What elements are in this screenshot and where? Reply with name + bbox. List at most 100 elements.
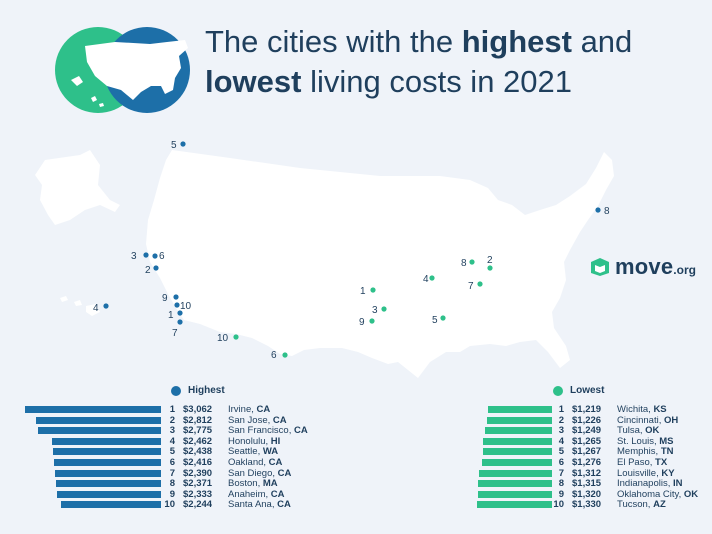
cost-value: $1,226 <box>572 414 602 426</box>
city-label: Tulsa, <box>617 425 646 437</box>
state-code: OK <box>683 488 699 500</box>
state-code: CA <box>277 467 292 479</box>
city-name: Seattle, WA <box>228 445 278 458</box>
rank-number: 6 <box>169 457 175 468</box>
move-box-icon <box>591 258 609 276</box>
city-name: St. Louis, MS <box>617 435 674 448</box>
city-name: Santa Ana, CA <box>228 498 291 511</box>
cost-value: $1,267 <box>572 446 602 458</box>
highest-bar <box>36 416 161 424</box>
highest-marker-label: 2 <box>145 265 151 276</box>
highest-city-marker <box>595 207 601 213</box>
city-label: Tucson, <box>617 499 654 511</box>
highest-marker-label: 10 <box>180 301 192 312</box>
lowest-city-marker <box>477 281 483 287</box>
city-label: Louisville, <box>617 467 662 479</box>
hawaii-shape <box>60 296 100 316</box>
lowest-marker-label: 5 <box>432 315 438 326</box>
city-label: San Jose, <box>228 414 273 426</box>
state-code: KS <box>653 404 667 415</box>
lowest-marker-label: 6 <box>271 350 277 361</box>
rank-number: 8 <box>558 478 564 490</box>
highest-marker-label: 3 <box>131 251 137 262</box>
title-text-2: and <box>571 24 633 59</box>
city-name: Tulsa, OK <box>617 424 659 437</box>
cost-value: $3,062 <box>183 404 213 415</box>
city-name: Oklahoma City, OK <box>617 488 698 501</box>
lowest-bar <box>485 427 552 435</box>
city-name: Oakland, CA <box>228 456 282 469</box>
rank-number: 9 <box>169 488 175 500</box>
brand-name: move <box>615 254 674 279</box>
highest-bar <box>25 406 161 413</box>
rank-number: 3 <box>169 425 175 437</box>
city-label: Indianapolis, <box>617 478 673 490</box>
legend-highest: Highest <box>171 385 225 396</box>
city-label: Anaheim, <box>228 488 271 500</box>
city-label: Santa Ana, <box>228 499 278 511</box>
city-name: Honolulu, HI <box>228 435 280 448</box>
title-text-1: The cities with the <box>205 24 462 59</box>
city-label: St. Louis, <box>617 435 660 447</box>
cost-value: $1,249 <box>572 425 602 437</box>
cost-value: $1,276 <box>572 457 602 468</box>
highest-bar <box>38 427 161 435</box>
rank-number: 5 <box>558 446 564 458</box>
lowest-city-marker <box>233 334 239 340</box>
highest-city-marker <box>173 294 179 300</box>
highest-city-marker <box>103 303 109 309</box>
cost-value: $2,333 <box>183 488 213 500</box>
rank-number: 2 <box>169 414 175 426</box>
highest-bar <box>56 480 161 488</box>
rank-number: 7 <box>558 467 564 479</box>
lowest-marker-label: 10 <box>217 333 229 344</box>
state-code: CA <box>270 488 285 500</box>
highest-marker-label: 1 <box>168 310 174 321</box>
highest-city-marker <box>177 310 183 316</box>
highest-marker-label: 5 <box>171 140 177 151</box>
city-name: Tucson, AZ <box>617 498 666 511</box>
title-bold-lowest: lowest <box>205 64 302 99</box>
rank-number: 7 <box>169 467 175 479</box>
cost-value: $2,462 <box>183 435 213 447</box>
rank-number: 3 <box>558 425 564 437</box>
lowest-bar <box>483 437 552 445</box>
city-label: Memphis, <box>617 446 661 458</box>
cost-value: $2,244 <box>183 499 213 511</box>
highest-marker-label: 6 <box>159 251 165 262</box>
rank-number: 10 <box>164 499 175 511</box>
rank-number: 1 <box>169 404 175 415</box>
lowest-city-marker <box>469 259 475 265</box>
rank-number: 9 <box>558 488 564 500</box>
lowest-bar <box>479 469 552 477</box>
lowest-city-marker <box>282 352 288 358</box>
city-name: San Diego, CA <box>228 467 291 480</box>
state-code: HI <box>270 435 281 447</box>
highest-city-marker <box>152 253 158 259</box>
city-name: Boston, MA <box>228 477 278 490</box>
move-org-logo: move .org <box>589 254 696 280</box>
rank-number: 2 <box>558 414 564 426</box>
state-code: KY <box>661 467 675 479</box>
state-code: CA <box>272 414 287 426</box>
page-title: The cities with the highest and lowest l… <box>205 22 705 102</box>
state-code: AZ <box>653 499 666 511</box>
city-label: El Paso, <box>617 457 656 468</box>
city-label: Boston, <box>228 478 263 490</box>
legend-lowest: Lowest <box>553 385 604 396</box>
city-label: San Diego, <box>228 467 278 479</box>
rank-number: 1 <box>558 404 564 415</box>
cost-value: $1,315 <box>572 478 602 490</box>
lowest-bar <box>487 416 552 424</box>
lowest-marker-label: 3 <box>372 305 378 316</box>
brand-suffix: .org <box>673 263 696 277</box>
rank-number: 10 <box>553 499 564 511</box>
cost-value: $2,371 <box>183 478 213 490</box>
city-label: Oakland, <box>228 457 269 468</box>
highest-marker-label: 4 <box>93 303 99 314</box>
state-code: CA <box>268 457 283 468</box>
legend-highest-dot <box>171 385 181 396</box>
lowest-bar <box>477 501 552 509</box>
city-label: San Francisco, <box>228 425 294 437</box>
state-code: TX <box>655 457 668 468</box>
